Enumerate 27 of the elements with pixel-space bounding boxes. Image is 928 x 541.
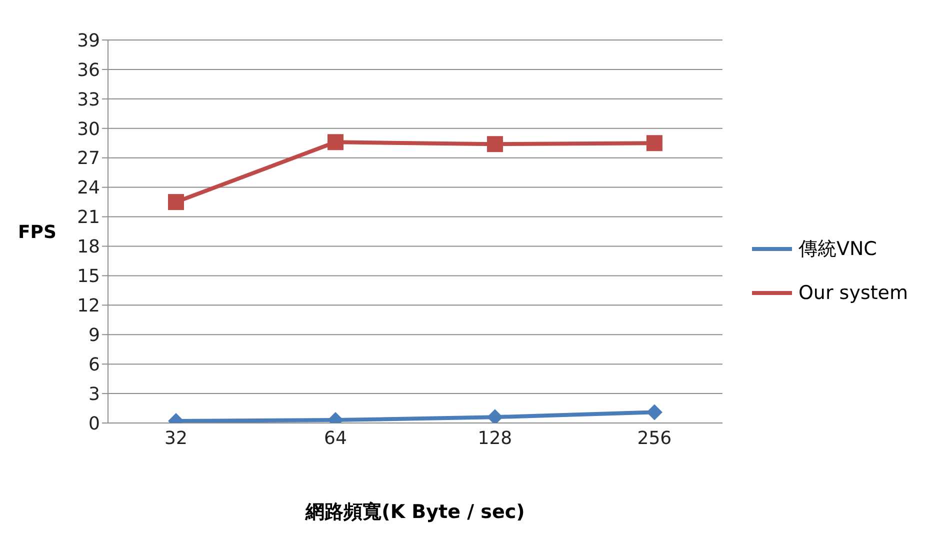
legend-label: 傳統VNC <box>798 236 877 262</box>
point <box>168 194 184 210</box>
y-tick-label: 39 <box>77 30 100 52</box>
point <box>486 136 503 152</box>
y-tick-label: 21 <box>77 207 100 228</box>
y-tick-label: 12 <box>77 296 100 317</box>
y-tick-label: 0 <box>88 413 100 434</box>
x-tick-label: 64 <box>324 428 347 449</box>
point <box>327 134 344 150</box>
point <box>646 404 662 420</box>
y-tick-label: 30 <box>77 118 100 140</box>
y-tick-label: 9 <box>88 325 100 346</box>
y-tick-label: 33 <box>77 89 100 110</box>
legend-label: Our system <box>798 280 908 306</box>
y-tick-label: 3 <box>88 384 100 405</box>
y-tick-label: 6 <box>88 354 100 376</box>
x-axis-title: 網路頻寬(K Byte / sec) <box>304 501 525 523</box>
y-tick-label: 18 <box>77 236 100 258</box>
y-tick-label: 27 <box>77 148 100 170</box>
point <box>646 135 662 152</box>
y-tick-label: 15 <box>77 266 100 288</box>
x-tick-label: 128 <box>478 428 512 449</box>
y-tick-label: 36 <box>77 60 100 81</box>
y-axis-title: FPS <box>18 222 56 243</box>
x-tick-label: 256 <box>637 428 672 449</box>
y-tick-label: 24 <box>77 178 100 199</box>
x-tick-label: 32 <box>164 428 188 449</box>
